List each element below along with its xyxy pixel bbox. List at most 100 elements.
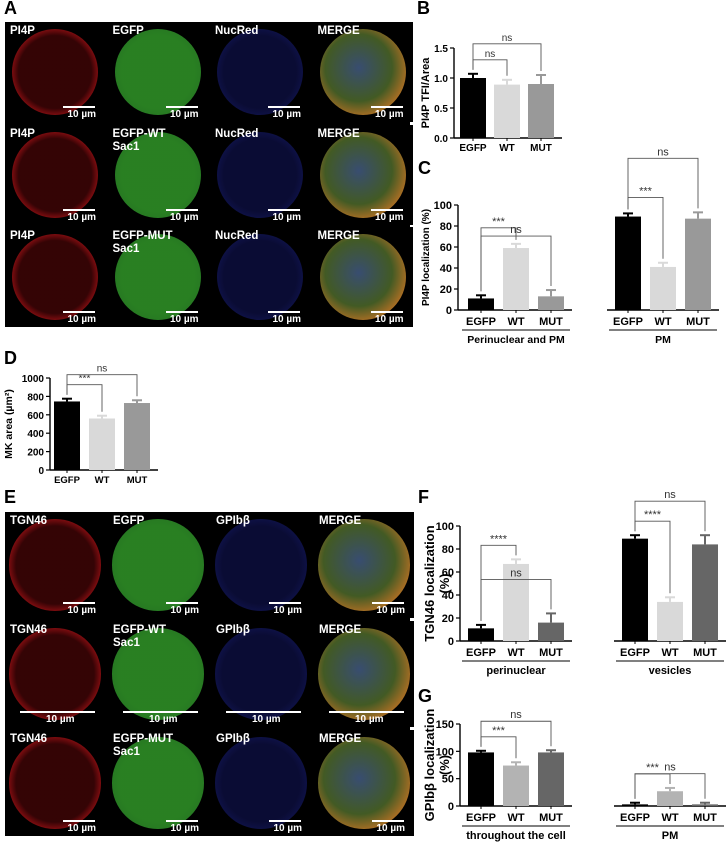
x-tick-label: EGFP — [54, 475, 81, 486]
y-tick-label: 100 — [434, 200, 452, 212]
significance-label: *** — [646, 762, 660, 774]
channel-label: EGFP-MUT Sac1 — [112, 230, 173, 255]
scale-bar — [166, 602, 198, 604]
y-tick-label: 0 — [38, 466, 44, 477]
channel-label: MERGE — [317, 230, 360, 242]
cell-image — [12, 29, 98, 115]
bar — [503, 248, 529, 310]
significance-label: ns — [485, 49, 496, 60]
micrograph-cell: MERGE 10 µm — [314, 621, 414, 727]
significance-label: *** — [492, 216, 506, 228]
scale-bar-label: 10 µm — [148, 714, 178, 725]
panel-label-c: C — [418, 158, 431, 178]
y-tick-label: 40 — [442, 590, 454, 602]
significance-label: ns — [502, 33, 513, 44]
micrograph-cell: EGFP-MUT Sac1 10 µm — [108, 730, 208, 836]
y-tick-label: 20 — [440, 284, 452, 296]
y-tick-label: 0 — [446, 305, 452, 317]
group-label: PM — [662, 830, 679, 842]
scale-bar-label: 10 µm — [374, 314, 404, 325]
bar — [657, 791, 683, 806]
cell-image — [319, 29, 406, 115]
scale-bar-label: 10 µm — [273, 823, 302, 834]
y-tick-label: 1.0 — [434, 74, 448, 85]
micrograph-grid-a: PI4P 10 µm EGFP 10 µm NucRed 10 µm MERGE 10 µm P… — [5, 22, 413, 327]
channel-label: EGFP-WT Sac1 — [113, 624, 167, 649]
bar — [538, 752, 564, 806]
micrograph-cell: EGFP-WT Sac1 10 µm — [108, 621, 208, 727]
channel-label: MERGE — [317, 25, 360, 37]
x-tick-label: MUT — [127, 475, 148, 486]
scale-bar — [268, 208, 300, 211]
micrograph-cell: TGN46 10 µm — [5, 730, 105, 836]
group-label: Perinuclear and PM — [467, 334, 565, 346]
significance-label: ns — [510, 709, 522, 721]
micrograph-cell: MERGE 10 µm — [314, 730, 414, 836]
x-tick-label: MUT — [530, 143, 552, 154]
scale-bar — [63, 602, 95, 604]
bar — [460, 78, 486, 138]
micrograph-cell: TGN46 10 µm — [5, 512, 105, 618]
micrograph-cell: EGFP-MUT Sac1 10 µm — [107, 227, 208, 327]
significance-label: **** — [490, 533, 508, 545]
y-tick-label: 100 — [436, 746, 454, 758]
channel-label: EGFP-MUT Sac1 — [113, 733, 174, 758]
x-tick-label: MUT — [539, 647, 563, 659]
bar — [692, 804, 718, 806]
cell-image — [112, 628, 204, 720]
scale-bar-label: 10 µm — [67, 109, 96, 120]
x-tick-label: WT — [499, 143, 515, 154]
channel-label: NucRed — [215, 25, 259, 37]
cell-image — [114, 234, 201, 320]
micrograph-cell: EGFP 10 µm — [107, 22, 208, 122]
scale-bar-label: 10 µm — [67, 314, 96, 325]
bar — [650, 266, 676, 310]
bar — [692, 544, 718, 641]
scale-bar-label: 10 µm — [251, 714, 281, 725]
significance-label: ns — [664, 489, 676, 501]
scale-bar-label: 10 µm — [374, 211, 404, 223]
channel-label: EGFP — [113, 515, 145, 527]
bar — [124, 403, 150, 470]
y-tick-label: 800 — [27, 392, 44, 403]
scale-bar — [165, 106, 198, 108]
bar — [685, 218, 711, 310]
scale-bar-label: 10 µm — [272, 109, 301, 120]
scale-bar-label: 10 µm — [169, 314, 199, 325]
scale-bar — [166, 820, 198, 822]
micrograph-cell: GPIbβ 10 µm — [211, 730, 311, 836]
y-tick-label: 40 — [440, 263, 452, 275]
cell-image — [318, 737, 410, 829]
x-tick-label: WT — [507, 316, 524, 328]
channel-label: EGFP-WT Sac1 — [112, 127, 166, 153]
micrograph-cell: GPIbβ 10 µm — [211, 621, 311, 727]
scale-bar-label: 10 µm — [67, 605, 96, 616]
x-tick-label: EGFP — [459, 143, 487, 154]
micrograph-cell: PI4P 10 µm — [5, 124, 105, 225]
scale-bar-label: 10 µm — [170, 823, 199, 834]
significance-label: ns — [510, 567, 522, 579]
scale-bar — [226, 711, 301, 713]
group-label: PM — [655, 334, 671, 346]
significance-label: ns — [510, 224, 522, 236]
y-tick-label: 200 — [27, 448, 44, 459]
significance-bracket — [66, 374, 138, 397]
scale-bar — [63, 106, 95, 108]
micrograph-cell: MERGE 10 µm — [312, 22, 413, 122]
significance-bracket — [634, 773, 706, 799]
micrograph-cell: EGFP 10 µm — [108, 512, 208, 618]
x-tick-label: EGFP — [620, 812, 650, 824]
y-tick-label: 1.5 — [434, 44, 448, 55]
bar — [503, 765, 529, 806]
cell-image — [114, 29, 201, 115]
micrograph-cell: EGFP-WT Sac1 10 µm — [107, 124, 208, 225]
x-tick-label: MUT — [539, 812, 563, 824]
significance-label: *** — [79, 374, 91, 385]
cell-image — [217, 29, 303, 115]
group-label: perinuclear — [486, 665, 546, 677]
scale-bar — [372, 602, 404, 604]
micrograph-cell: NucRed 10 µm — [210, 227, 310, 327]
cell-image — [215, 628, 307, 720]
